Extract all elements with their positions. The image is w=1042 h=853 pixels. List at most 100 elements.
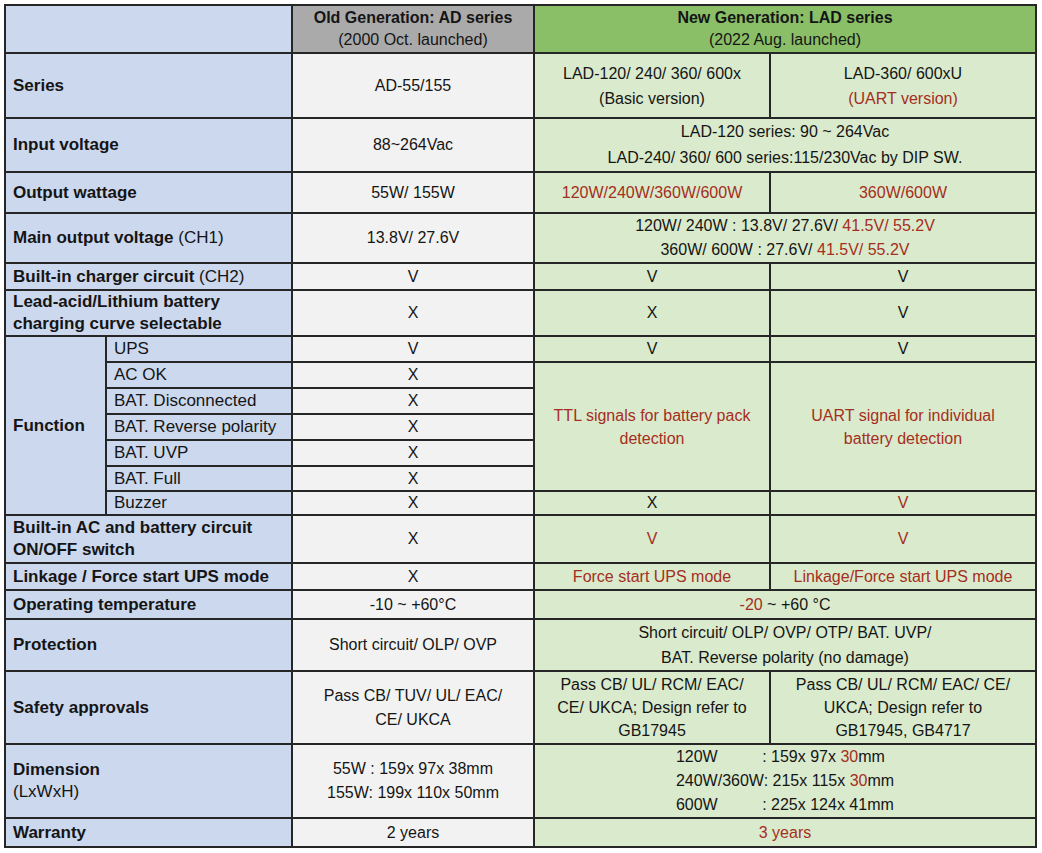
- text-segment: (CH2): [199, 267, 244, 286]
- cell-line: Safety approvals: [13, 697, 287, 719]
- new-operating-temp: -20 ~ +60 °C: [534, 590, 1036, 619]
- text-segment: X: [408, 418, 419, 435]
- sub-label-buzzer: Buzzer: [106, 491, 292, 515]
- text-segment: X: [408, 392, 419, 409]
- cell-line: ON/OFF switch: [13, 539, 287, 561]
- table-row: Linkage / Force start UPS modeXForce sta…: [5, 563, 1036, 590]
- new1-battery-curve: X: [534, 290, 770, 336]
- cell-line: V: [775, 492, 1031, 514]
- cell-line: V: [775, 302, 1031, 324]
- cell-line: AC OK: [114, 364, 287, 386]
- cell-line: 2 years: [297, 822, 529, 844]
- cell-line: (2000 Oct. launched): [297, 29, 529, 51]
- cell-line: detection: [539, 427, 765, 450]
- text-segment: V: [647, 530, 658, 547]
- text-segment: Lead-acid/Lithium battery: [13, 292, 220, 311]
- cell-line: X: [297, 566, 529, 588]
- new-series-basic: LAD-120/ 240/ 360/ 600x(Basic version): [534, 53, 770, 118]
- old-series: AD-55/155: [292, 53, 534, 118]
- old-battery-curve: X: [292, 290, 534, 336]
- text-segment: X: [647, 304, 658, 321]
- cell-line: 360W/ 600W : 27.6V/ 41.5V/ 55.2V: [539, 238, 1031, 262]
- text-segment: V: [898, 268, 909, 285]
- cell-line: (Basic version): [539, 86, 765, 111]
- text-segment: V: [408, 340, 419, 357]
- text-segment: V: [898, 340, 909, 357]
- cell-line: BAT. UVP: [114, 442, 287, 464]
- label-onoff-switch: Built-in AC and battery circuitON/OFF sw…: [5, 515, 292, 563]
- new-output-wattage-uart: 360W/600W: [770, 172, 1036, 213]
- cell-line: 240W/360W: 215x 115x 30mm: [676, 769, 894, 793]
- cell-line: Short circuit/ OLP/ OVP: [297, 634, 529, 656]
- new2-safety-approvals: Pass CB/ UL/ RCM/ EAC/ CE/UKCA; Design r…: [770, 671, 1036, 744]
- text-segment: (2000 Oct. launched): [338, 31, 487, 48]
- label-protection: Protection: [5, 619, 292, 671]
- sub-label-bat-uvp: BAT. UVP: [106, 440, 292, 466]
- corner-cell: [5, 5, 292, 53]
- text-segment: charging curve selectable: [13, 314, 222, 333]
- text-segment: V: [898, 530, 909, 547]
- text-segment: mm: [867, 772, 894, 789]
- cell-line: X: [297, 364, 529, 386]
- old-input-voltage: 88~264Vac: [292, 118, 534, 172]
- table-row: Input voltage88~264VacLAD-120 series: 90…: [5, 118, 1036, 172]
- text-segment: 30: [840, 748, 858, 765]
- text-segment: Input voltage: [13, 135, 119, 154]
- text-segment: V: [408, 268, 419, 285]
- new-output-wattage-basic: 120W/240W/360W/600W: [534, 172, 770, 213]
- label-dimension: Dimension(LxWxH): [5, 744, 292, 818]
- text-segment: X: [408, 470, 419, 487]
- cell-line: Lead-acid/Lithium battery: [13, 291, 287, 313]
- text-segment: Main output voltage: [13, 228, 178, 247]
- cell-line: Series: [13, 75, 287, 97]
- cell-line: X: [297, 528, 529, 550]
- label-charger-circuit: Built-in charger circuit (CH2): [5, 263, 292, 290]
- text-segment: Pass CB/ UL/ RCM/ EAC/ CE/: [796, 676, 1010, 693]
- old-warranty: 2 years: [292, 818, 534, 847]
- text-segment: CE/ UKCA; Design refer to: [557, 699, 746, 716]
- text-segment: ~ +60 °C: [763, 596, 831, 613]
- text-segment: CE/ UKCA: [375, 711, 451, 728]
- table-row: AC OKXTTL signals for battery packdetect…: [5, 362, 1036, 388]
- cell-line: Buzzer: [114, 492, 287, 514]
- table-row: Old Generation: AD series (2000 Oct. laun…: [5, 5, 1036, 53]
- sub-label-ac-ok: AC OK: [106, 362, 292, 388]
- cell-line: Pass CB/ UL/ RCM/ EAC/ CE/: [775, 673, 1031, 696]
- cell-line: 120W/ 240W : 13.8V/ 27.6V/ 41.5V/ 55.2V: [539, 214, 1031, 238]
- cell-line: 360W/600W: [775, 182, 1031, 204]
- text-segment: X: [408, 530, 419, 547]
- text-segment: (CH1): [178, 228, 223, 247]
- cell-line: (2022 Aug. launched): [539, 29, 1031, 51]
- new2-ups: V: [770, 336, 1036, 362]
- cell-line: BAT. Reverse polarity (no damage): [539, 645, 1031, 670]
- new2-battery-curve: V: [770, 290, 1036, 336]
- text-segment: UPS: [114, 339, 149, 358]
- cell-line: CE/ UKCA: [297, 708, 529, 732]
- text-segment: GB17945: [618, 722, 686, 739]
- cell-line: 55W : 159x 97x 38mm: [297, 757, 529, 781]
- text-segment: (Basic version): [599, 90, 705, 107]
- text-segment: (LxWxH): [13, 782, 79, 801]
- new-dimension: 120W : 159x 97x 30mm240W/360W: 215x 115x…: [534, 744, 1036, 818]
- table-row: Dimension(LxWxH)55W : 159x 97x 38mm155W:…: [5, 744, 1036, 818]
- cell-line: X: [297, 442, 529, 464]
- text-segment: UKCA; Design refer to: [824, 699, 982, 716]
- cell-line: GB17945: [539, 719, 765, 742]
- cell-line: Old Generation: AD series: [297, 7, 529, 29]
- cell-line: V: [775, 338, 1031, 360]
- old-operating-temp: -10 ~ +60°C: [292, 590, 534, 619]
- label-main-output-voltage: Main output voltage (CH1): [5, 213, 292, 263]
- text-segment: Function: [13, 416, 85, 435]
- text-segment: TTL signals for battery pack: [554, 407, 751, 424]
- new2-onoff-switch: V: [770, 515, 1036, 563]
- old-dimension: 55W : 159x 97x 38mm155W: 199x 110x 50mm: [292, 744, 534, 818]
- label-safety-approvals: Safety approvals: [5, 671, 292, 744]
- old-safety-approvals: Pass CB/ TUV/ UL/ EAC/CE/ UKCA: [292, 671, 534, 744]
- text-segment: Output wattage: [13, 183, 137, 202]
- new1-buzzer: X: [534, 491, 770, 515]
- text-segment: -10 ~ +60°C: [370, 596, 456, 613]
- text-segment: Pass CB/ TUV/ UL/ EAC/: [324, 687, 502, 704]
- text-segment: Operating temperature: [13, 595, 196, 614]
- cell-line: X: [297, 468, 529, 490]
- cell-line: New Generation: LAD series: [539, 7, 1031, 29]
